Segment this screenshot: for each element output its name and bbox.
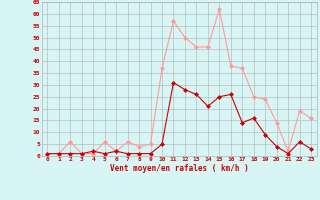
X-axis label: Vent moyen/en rafales ( km/h ): Vent moyen/en rafales ( km/h ) — [110, 164, 249, 173]
